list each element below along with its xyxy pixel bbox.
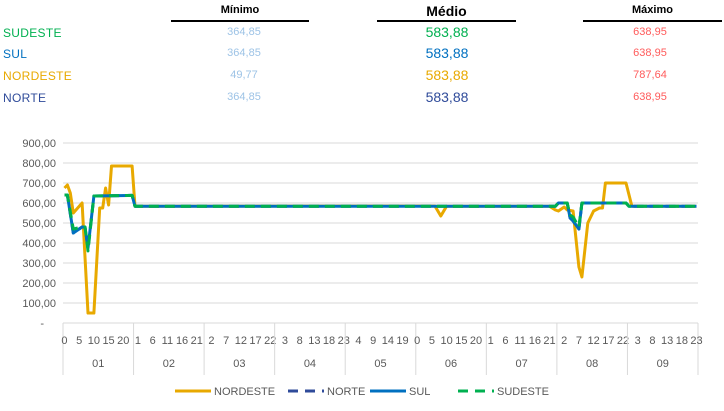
min-value: 49,77: [230, 69, 258, 81]
x-tick-label: 7: [223, 335, 229, 347]
region-label: NORTE: [3, 91, 47, 105]
min-value: 364,85: [227, 47, 261, 59]
min-value: 364,85: [227, 26, 261, 38]
x-tick-label: 12: [235, 335, 247, 347]
x-tick-label: 17: [602, 335, 614, 347]
legend-label: SUDESTE: [497, 386, 549, 398]
header-min-underline: [171, 20, 309, 22]
med-value: 583,88: [425, 67, 469, 83]
x-tick-label: 15: [455, 335, 467, 347]
x-tick-label: 3: [635, 335, 641, 347]
x-tick-label: 0: [61, 335, 67, 347]
max-value: 787,64: [633, 69, 667, 81]
y-tick-label: 800,00: [22, 158, 56, 170]
x-tick-label: 21: [191, 335, 203, 347]
x-tick-label: 21: [543, 335, 555, 347]
day-label: 05: [374, 358, 386, 370]
x-tick-label: 5: [429, 335, 435, 347]
med-value: 583,88: [425, 89, 469, 105]
x-tick-label: 6: [502, 335, 508, 347]
y-tick-label: 300,00: [22, 258, 56, 270]
max-value: 638,95: [633, 26, 667, 38]
series-line-nordeste: [63, 164, 697, 315]
x-tick-label: 18: [323, 335, 335, 347]
y-tick-label: -: [40, 318, 44, 330]
x-tick-label: 10: [88, 335, 100, 347]
x-tick-label: 17: [249, 335, 261, 347]
x-tick-label: 5: [76, 335, 82, 347]
day-label: 02: [163, 358, 175, 370]
x-tick-label: 7: [576, 335, 582, 347]
x-tick-label: 22: [617, 335, 629, 347]
x-tick-label: 2: [561, 335, 567, 347]
max-value: 638,95: [633, 91, 667, 103]
y-tick-label: 200,00: [22, 278, 56, 290]
header-min: Mínimo: [220, 4, 260, 16]
legend-label: SUL: [409, 386, 430, 398]
x-tick-label: 1: [135, 335, 141, 347]
x-tick-label: 20: [470, 335, 482, 347]
x-tick-label: 1: [488, 335, 494, 347]
x-tick-label: 4: [355, 335, 361, 347]
med-value: 583,88: [425, 24, 469, 40]
x-tick-label: 18: [676, 335, 688, 347]
x-tick-label: 16: [176, 335, 188, 347]
x-tick-label: 20: [117, 335, 129, 347]
x-tick-label: 8: [297, 335, 303, 347]
day-label: 01: [92, 358, 104, 370]
x-tick-label: 19: [396, 335, 408, 347]
med-value: 583,88: [425, 45, 469, 61]
region-label: NORDESTE: [3, 69, 73, 83]
day-label: 03: [233, 358, 245, 370]
x-tick-label: 0: [414, 335, 420, 347]
y-tick-label: 600,00: [22, 198, 56, 210]
region-label: SUL: [3, 47, 28, 61]
max-value: 638,95: [633, 47, 667, 59]
header-med: Médio: [426, 3, 467, 19]
day-label: 06: [445, 358, 457, 370]
header-max-underline: [583, 20, 722, 22]
x-tick-label: 23: [338, 335, 350, 347]
min-value: 364,85: [227, 91, 261, 103]
x-tick-label: 13: [308, 335, 320, 347]
y-tick-label: 500,00: [22, 218, 56, 230]
header-max: Máximo: [632, 4, 673, 16]
header-med-underline: [377, 20, 516, 22]
legend-label: NORDESTE: [214, 386, 275, 398]
x-tick-label: 3: [282, 335, 288, 347]
x-tick-label: 10: [441, 335, 453, 347]
x-tick-label: 13: [661, 335, 673, 347]
y-tick-label: 900,00: [22, 138, 56, 150]
x-tick-label: 9: [370, 335, 376, 347]
x-tick-label: 6: [150, 335, 156, 347]
x-tick-label: 22: [264, 335, 276, 347]
x-tick-label: 23: [690, 335, 702, 347]
legend-label: NORTE: [327, 386, 365, 398]
day-label: 09: [657, 358, 669, 370]
region-label: SUDESTE: [3, 26, 62, 40]
y-tick-label: 100,00: [22, 298, 56, 310]
series-line-sudeste: [64, 193, 697, 253]
day-label: 07: [515, 358, 527, 370]
x-tick-label: 8: [649, 335, 655, 347]
x-tick-label: 14: [382, 335, 394, 347]
x-tick-label: 12: [588, 335, 600, 347]
x-tick-label: 11: [162, 335, 173, 347]
day-label: 04: [304, 358, 316, 370]
day-label: 08: [586, 358, 598, 370]
y-tick-label: 400,00: [22, 238, 56, 250]
x-tick-label: 16: [529, 335, 541, 347]
y-tick-label: 700,00: [22, 178, 56, 190]
x-tick-label: 15: [102, 335, 114, 347]
x-tick-label: 2: [208, 335, 214, 347]
x-tick-label: 11: [514, 335, 525, 347]
